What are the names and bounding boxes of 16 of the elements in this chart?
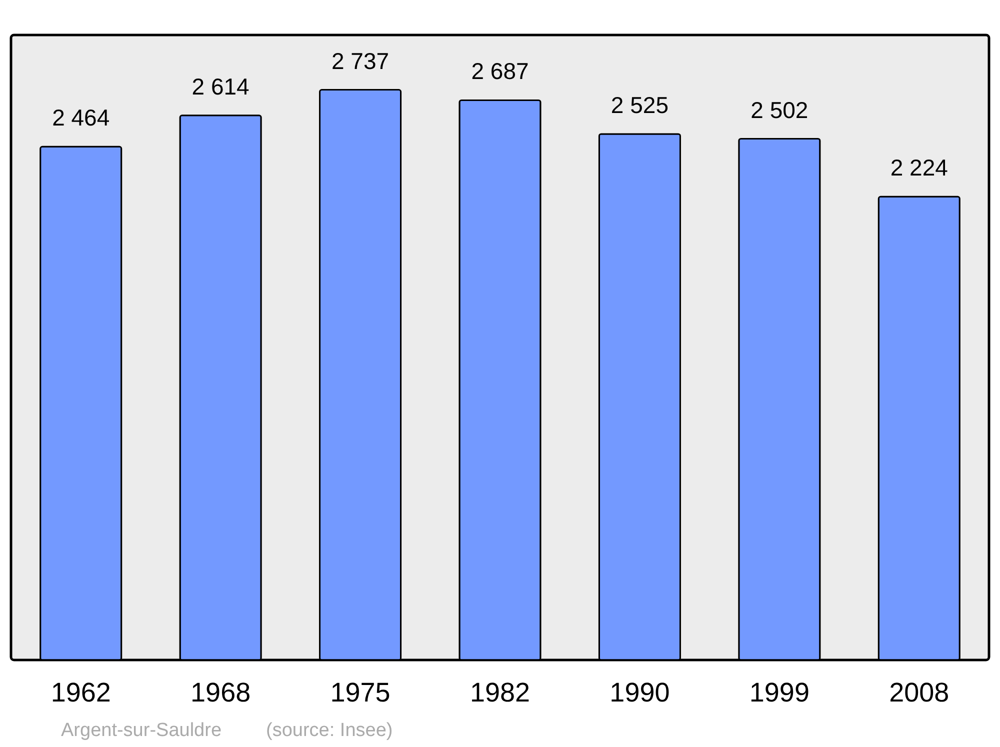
x-tick-label: 1999 — [749, 678, 810, 708]
data-label: 2 614 — [192, 73, 250, 100]
text: Argent-sur-Sauldre — [61, 720, 222, 741]
data-label: 2 224 — [890, 154, 948, 181]
data-label: 2 525 — [610, 92, 668, 118]
data-label: 2 464 — [52, 104, 110, 131]
data-label: 2 737 — [332, 48, 390, 74]
x-tick-label: 1962 — [50, 678, 111, 708]
text: (source: Insee) — [266, 720, 393, 741]
data-label: 2 687 — [471, 58, 529, 84]
x-tick-label: 2008 — [889, 678, 950, 708]
x-tick-label: 1968 — [190, 678, 251, 708]
data-label: 2 502 — [750, 96, 808, 123]
x-tick-label: 1982 — [470, 678, 530, 708]
x-tick-label: 1990 — [610, 678, 670, 708]
x-tick-label: 1975 — [330, 678, 390, 708]
